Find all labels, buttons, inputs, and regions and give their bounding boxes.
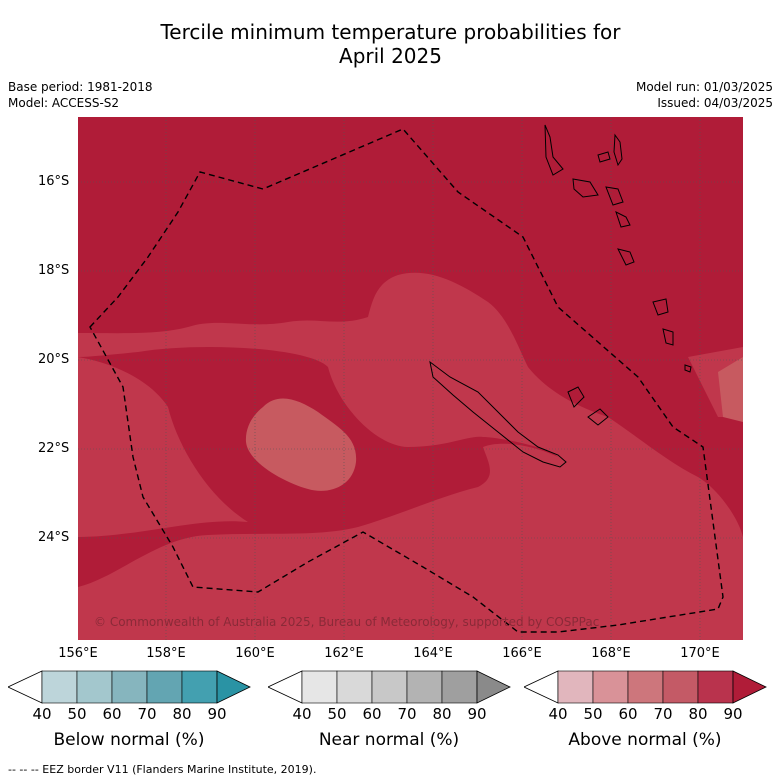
- lon-label-170e: 170°E: [680, 646, 720, 661]
- meta-left: Base period: 1981-2018 Model: ACCESS-S2: [8, 79, 153, 111]
- vanuatu-islands: [544, 124, 692, 373]
- meta-right: Model run: 01/03/2025 Issued: 04/03/2025: [636, 79, 773, 111]
- cb-near-tick: 70: [397, 705, 417, 723]
- lon-label-162e: 162°E: [324, 646, 364, 661]
- cb-above-tick: 70: [653, 705, 673, 723]
- lon-label-168e: 168°E: [591, 646, 631, 661]
- cb-near-tick: 40: [292, 705, 312, 723]
- lat-label-20s: 20°S: [38, 352, 70, 367]
- model-run: Model run: 01/03/2025: [635, 80, 773, 94]
- cb-near-tick: 50: [327, 705, 347, 723]
- cb-above-tick: 50: [583, 705, 603, 723]
- eez-footer-note: -- -- -- EEZ border V11 (Flanders Marine…: [8, 763, 317, 776]
- cb-below-tick: 80: [172, 705, 192, 723]
- lon-label-164e: 164°E: [413, 646, 453, 661]
- new-caledonia-island: [429, 360, 567, 468]
- title-line-2: April 2025: [339, 44, 442, 68]
- lon-label-158e: 158°E: [146, 646, 186, 661]
- title-line-1: Tercile minimum temperature probabilitie…: [160, 20, 621, 44]
- colorbar-near: [268, 670, 511, 704]
- issued-date: Issued: 04/03/2025: [657, 96, 773, 110]
- colorbar-above: [524, 670, 767, 704]
- cb-near-tick: 80: [432, 705, 452, 723]
- map-region-above-60: [245, 398, 357, 491]
- lon-label-166e: 166°E: [502, 646, 542, 661]
- cb-above-title: Above normal (%): [568, 730, 722, 750]
- lon-label-160e: 160°E: [235, 646, 275, 661]
- cb-below-tick: 90: [207, 705, 227, 723]
- cb-near-title: Near normal (%): [318, 730, 460, 750]
- base-period: Base period: 1981-2018: [8, 80, 153, 94]
- map-region-above-70-sw: [78, 357, 248, 537]
- cb-above-tick: 90: [723, 705, 743, 723]
- cb-above-tick: 40: [548, 705, 568, 723]
- graticule: [78, 117, 743, 640]
- lat-label-22s: 22°S: [38, 441, 70, 456]
- cb-below-tick: 70: [137, 705, 157, 723]
- cb-below-title: Below normal (%): [53, 730, 205, 750]
- map-title: Tercile minimum temperature probabilitie…: [0, 20, 781, 68]
- cb-near-tick: 90: [467, 705, 487, 723]
- probability-map: © Commonwealth of Australia 2025, Bureau…: [78, 117, 743, 640]
- lat-label-18s: 18°S: [38, 263, 70, 278]
- map-region-above-60-east: [718, 357, 743, 422]
- cb-below-tick: 50: [67, 705, 87, 723]
- cb-above-tick: 80: [688, 705, 708, 723]
- copyright-text: © Commonwealth of Australia 2025, Bureau…: [94, 615, 599, 629]
- lat-label-16s: 16°S: [38, 174, 70, 189]
- cb-below-tick: 40: [32, 705, 52, 723]
- colorbar-below: [8, 670, 251, 704]
- cb-below-tick: 60: [102, 705, 122, 723]
- map-region-above-70: [78, 272, 743, 640]
- cb-near-tick: 60: [362, 705, 382, 723]
- cb-above-tick: 60: [618, 705, 638, 723]
- lat-label-24s: 24°S: [38, 530, 70, 545]
- lon-label-156e: 156°E: [58, 646, 98, 661]
- eez-border: [89, 128, 724, 633]
- model-name: Model: ACCESS-S2: [8, 96, 120, 110]
- loyalty-islands: [567, 386, 609, 426]
